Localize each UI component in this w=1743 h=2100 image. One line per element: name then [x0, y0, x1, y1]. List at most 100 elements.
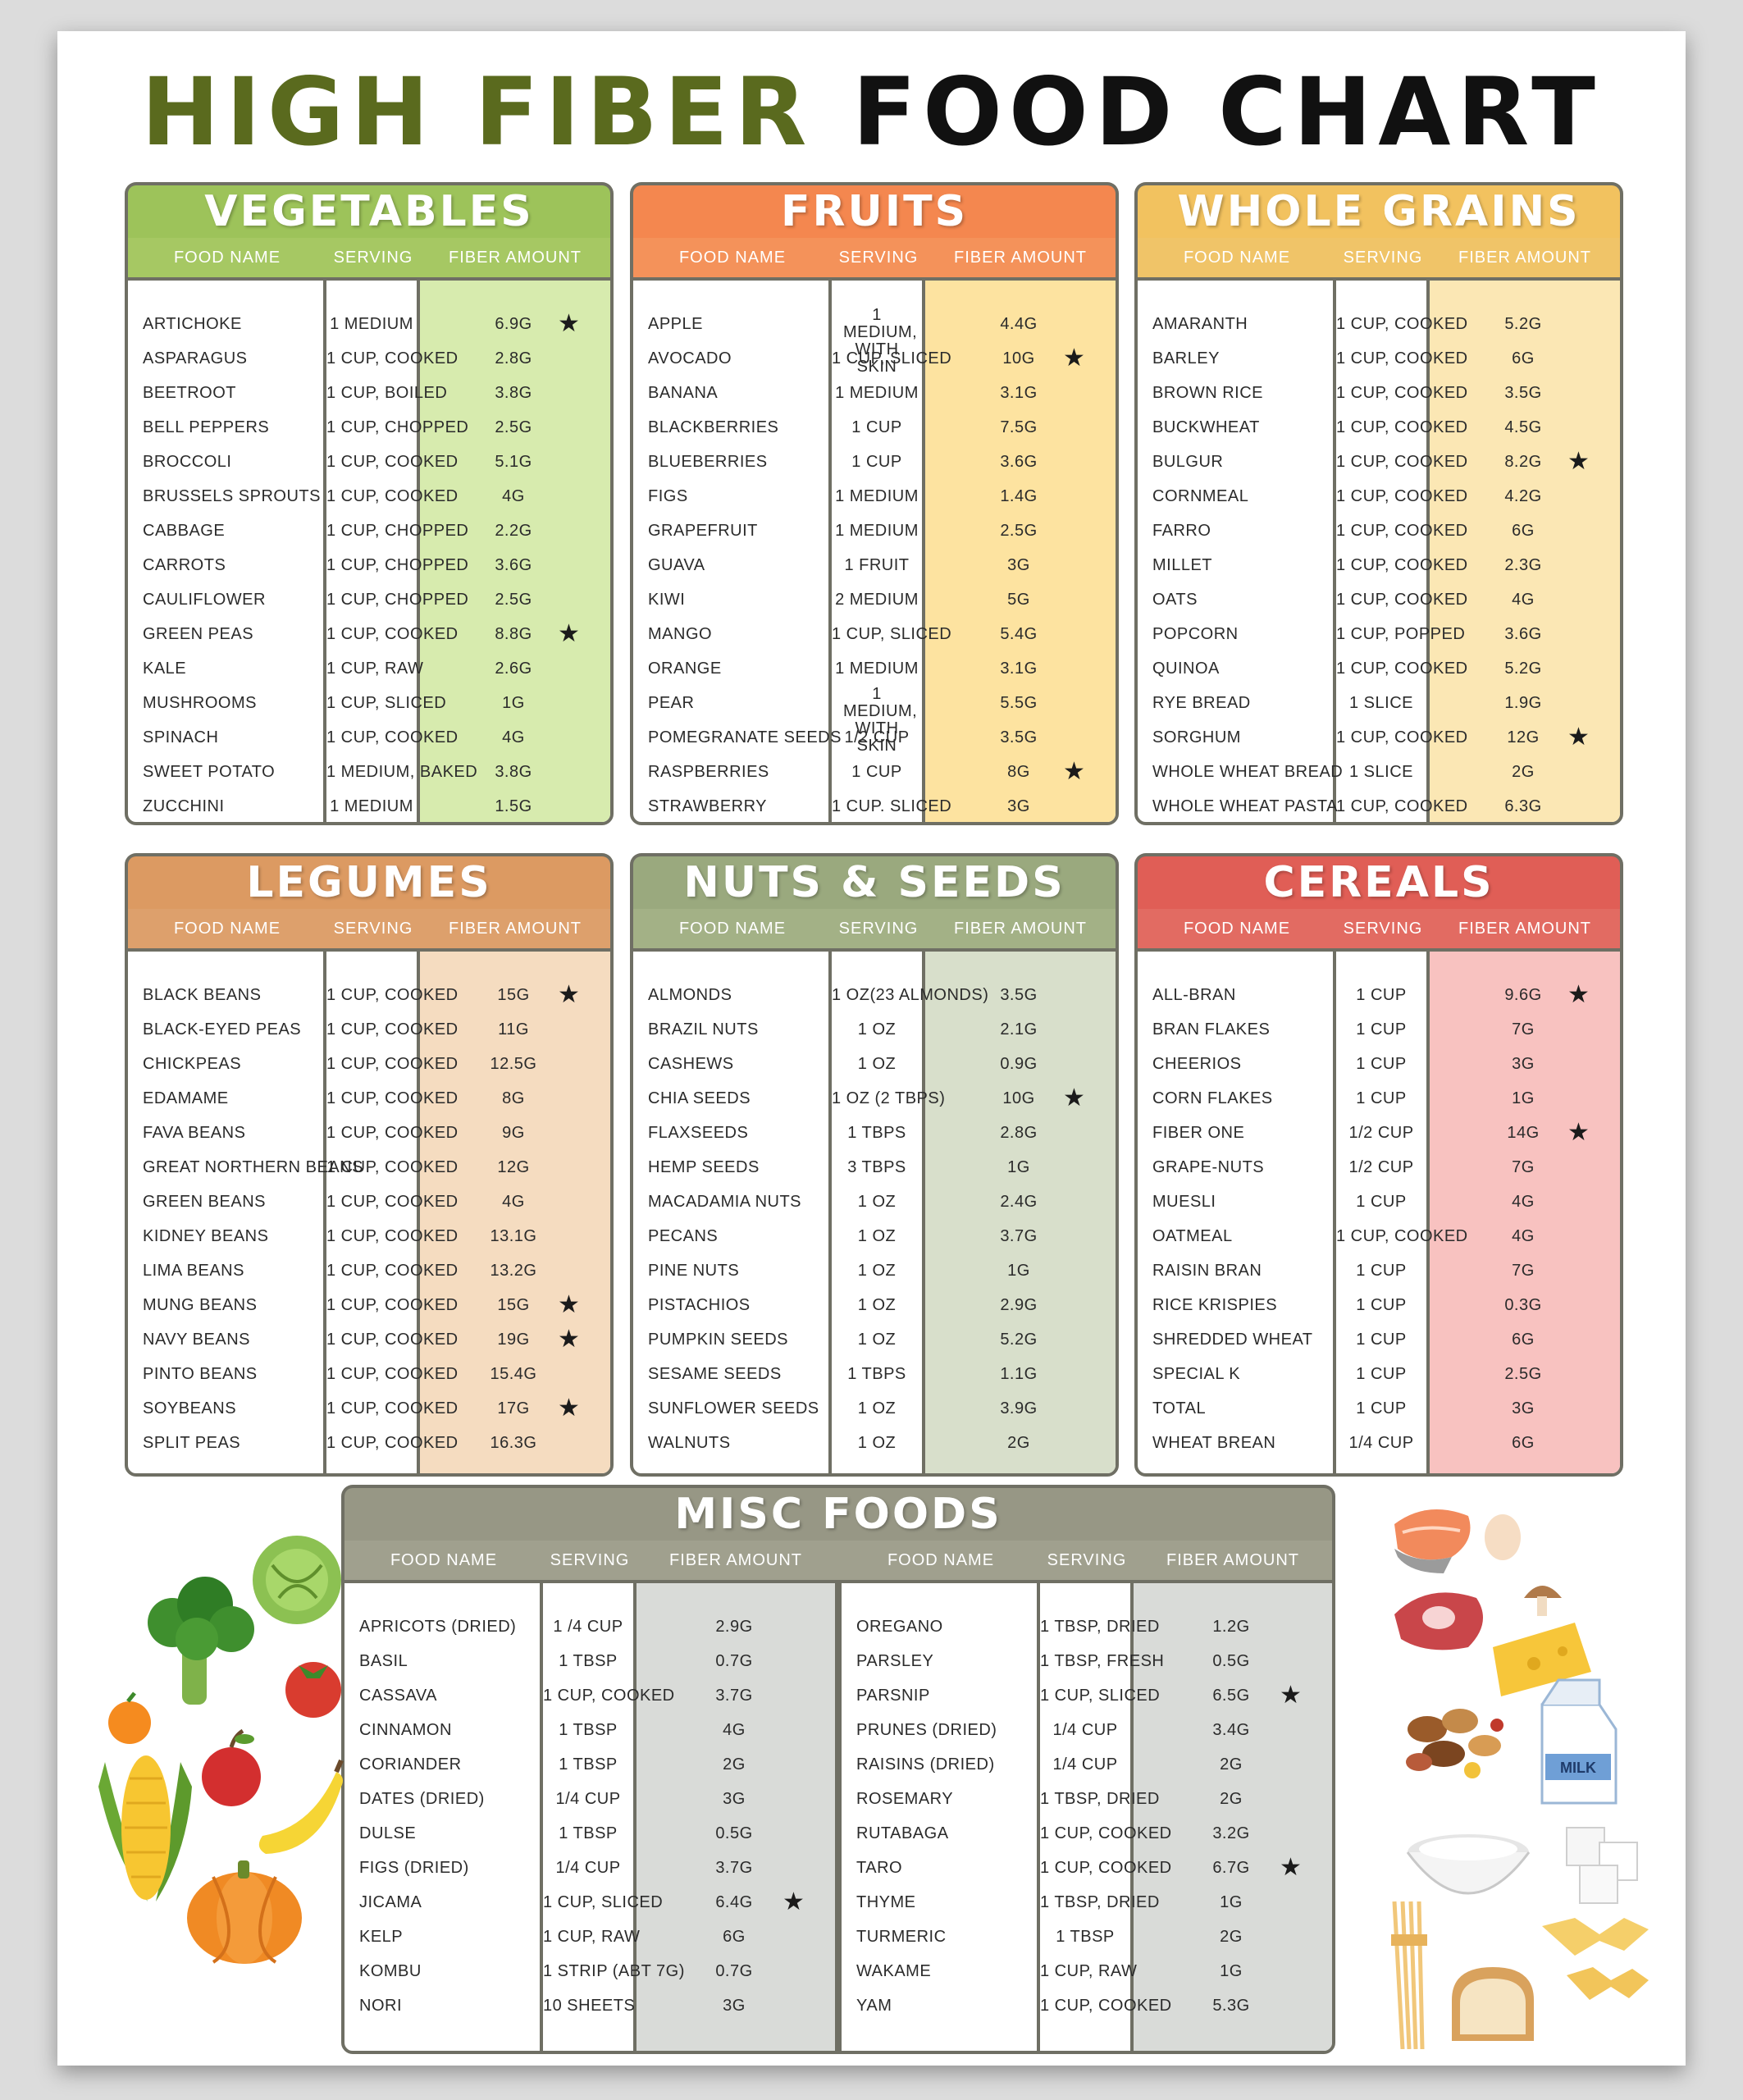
fiber-amount: 6G	[723, 1928, 746, 1946]
fiber-amount: 1.2G	[1212, 1618, 1250, 1636]
fiber-amount: 3G	[1512, 1055, 1535, 1073]
serving-size: 1 CUP, SLICED	[543, 1893, 664, 1911]
serving-size: 1 CUP, COOKED	[1336, 418, 1468, 436]
fiber-amount: 5.2G	[1504, 660, 1542, 678]
fiber-amount: 4.5G	[1504, 418, 1542, 436]
high-fiber-star-icon: ★	[1280, 1854, 1302, 1881]
serving-size: 1 MEDIUM	[330, 315, 413, 333]
food-name: BRAN FLAKES	[1152, 1020, 1271, 1039]
fiber-column-fill	[1430, 952, 1620, 1473]
food-name: RAISIN BRAN	[1152, 1262, 1262, 1280]
food-name: PUMPKIN SEEDS	[648, 1331, 788, 1349]
fiber-amount: 2.6G	[495, 660, 532, 678]
high-fiber-star-icon: ★	[1567, 1119, 1590, 1146]
serving-size: 1 CUP, COOKED	[326, 1296, 459, 1314]
fiber-amount: 3.1G	[1000, 384, 1038, 402]
fiber-amount: 3G	[1007, 556, 1030, 574]
food-name: GREEN PEAS	[143, 625, 254, 643]
broccoli-icon	[148, 1577, 254, 1705]
vegetables-title: VEGETABLES	[204, 187, 534, 236]
serving-size: 1 OZ	[857, 1262, 897, 1280]
food-name: TOTAL	[1152, 1399, 1207, 1418]
fruits-column-headers: FOOD NAME SERVING SIZE FIBER AMOUNT	[630, 238, 1119, 306]
column-header-food: FOOD NAME	[887, 1551, 995, 1569]
column-header-food: FOOD NAME	[1183, 249, 1291, 267]
food-name: PEAR	[648, 694, 695, 712]
fiber-amount: 4G	[723, 1721, 746, 1739]
fiber-amount: 3.6G	[1000, 453, 1038, 471]
serving-size: 1 TBSP	[1056, 1928, 1115, 1946]
milk-carton-icon: MILK	[1540, 1678, 1618, 1805]
fiber-amount: 2.5G	[1000, 522, 1038, 540]
serving-size: 1/4 CUP	[1052, 1755, 1118, 1774]
misc-title: MISC FOODS	[674, 1490, 1002, 1539]
high-fiber-star-icon: ★	[1280, 1682, 1302, 1709]
fiber-amount: 5.5G	[1000, 694, 1038, 712]
food-name: WHEAT BREAN	[1152, 1434, 1276, 1452]
column-header-fiber: FIBER AMOUNT	[448, 920, 582, 938]
serving-size: 1 TBSP	[559, 1652, 618, 1670]
fiber-amount: 3.9G	[1000, 1399, 1038, 1418]
fiber-amount: 8.2G	[1504, 453, 1542, 471]
serving-size: 1 CUP, COOKED	[1336, 1227, 1468, 1245]
fiber-amount: 5.3G	[1212, 1997, 1250, 2015]
food-name: MILLET	[1152, 556, 1213, 574]
food-name: BANANA	[648, 384, 719, 402]
serving-size: 1/4 CUP	[1348, 1434, 1414, 1452]
fiber-amount: 3.5G	[1000, 986, 1038, 1004]
poster: HIGH FIBER FOOD CHART VEGETABLES FOOD NAM…	[57, 31, 1686, 2066]
serving-size: 1 CUP, COOKED	[326, 1124, 459, 1142]
fiber-amount: 6G	[1512, 349, 1535, 368]
fruits-table-body: APPLE 1 MEDIUM, WITH SKIN 4.4G AVOCADO 1 CUP…	[630, 277, 1119, 825]
food-name: BRAZIL NUTS	[648, 1020, 759, 1039]
fiber-amount: 10G	[1002, 349, 1035, 368]
fiber-amount: 1.4G	[1000, 487, 1038, 505]
serving-size: 1 OZ	[857, 1193, 897, 1211]
fruits-banner: FRUITS	[630, 182, 1119, 238]
food-name: PARSNIP	[856, 1687, 930, 1705]
serving-size: 1 TBPS	[847, 1124, 906, 1142]
fiber-column-fill	[925, 952, 1116, 1473]
serving-size: 1 CUP, COOKED	[1336, 349, 1468, 368]
fiber-amount: 7G	[1512, 1158, 1535, 1176]
fiber-amount: 2G	[1220, 1755, 1243, 1774]
fiber-amount: 3.5G	[1504, 384, 1542, 402]
steak-icon	[1394, 1592, 1483, 1650]
food-name: ROSEMARY	[856, 1790, 954, 1808]
high-fiber-star-icon: ★	[558, 620, 580, 647]
column-header-serving: SERVING SIZE	[1047, 1551, 1127, 1609]
food-name: BLACK BEANS	[143, 986, 262, 1004]
fiber-amount: 8.8G	[495, 625, 532, 643]
food-name: CARROTS	[143, 556, 226, 574]
fiber-amount: 2.9G	[715, 1618, 753, 1636]
legumes-column-headers: FOOD NAME SERVING SIZE FIBER AMOUNT	[125, 909, 614, 977]
high-fiber-star-icon: ★	[1063, 758, 1085, 785]
grains-panel: WHOLE GRAINS FOOD NAME SERVING SIZE FIBER A…	[1134, 182, 1623, 825]
fiber-column-fill	[420, 281, 610, 822]
misc-column-headers: FOOD NAME SERVING SIZE FIBER AMOUNT FOOD NA…	[341, 1541, 1335, 1609]
food-name: CHEERIOS	[1152, 1055, 1242, 1073]
fiber-amount: 1G	[1220, 1893, 1243, 1911]
serving-size: 1 CUP, COOKED	[326, 1055, 459, 1073]
fiber-amount: 2G	[1220, 1790, 1243, 1808]
serving-size: 1 CUP, COOKED	[326, 728, 459, 746]
misc-panel: MISC FOODS FOOD NAME SERVING SIZE FIBER AMO…	[341, 1485, 1335, 2054]
fiber-amount: 3.2G	[1212, 1824, 1250, 1842]
fiber-amount: 4.4G	[1000, 315, 1038, 333]
food-name: WHOLE WHEAT BREAD	[1152, 763, 1344, 781]
food-name: FAVA BEANS	[143, 1124, 246, 1142]
food-name: DULSE	[359, 1824, 417, 1842]
serving-size: 1 OZ (2 TBPS)	[832, 1089, 946, 1107]
food-name: MACADAMIA NUTS	[648, 1193, 802, 1211]
serving-size: 1/2 CUP	[1348, 1158, 1414, 1176]
column-header-serving: SERVING SIZE	[1343, 249, 1423, 306]
food-name: CHICKPEAS	[143, 1055, 242, 1073]
food-name: RAISINS (DRIED)	[856, 1755, 995, 1774]
fiber-amount: 5.1G	[495, 453, 532, 471]
serving-size: 1 MEDIUM	[330, 797, 413, 815]
grains-banner: WHOLE GRAINS	[1134, 182, 1623, 238]
food-name: POPCORN	[1152, 625, 1239, 643]
serving-size: 1 OZ	[857, 1020, 897, 1039]
food-name: HEMP SEEDS	[648, 1158, 760, 1176]
bread-icon	[1452, 1967, 1534, 2041]
